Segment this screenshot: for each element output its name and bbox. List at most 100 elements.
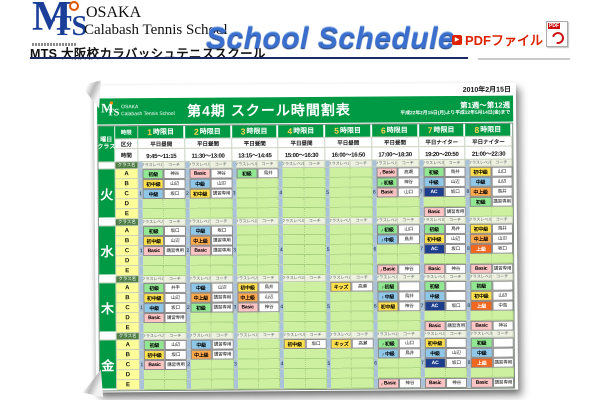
schedule-cell-coach: 講習専用 [164, 312, 187, 323]
schedule-cell-level: Basic [470, 320, 493, 331]
empty-cell [330, 368, 353, 379]
empty-cell [283, 302, 306, 313]
empty-cell [257, 198, 280, 209]
category-header: 平日昼間 [372, 137, 419, 148]
empty-cell [351, 207, 373, 218]
day-cell: 火 [98, 169, 116, 220]
schedule-cell-level: Basic [423, 264, 446, 275]
schedule-cell-coach: 高瀬 [351, 281, 374, 292]
empty-cell [304, 187, 326, 199]
class-row-label: E [116, 323, 140, 334]
empty-cell [351, 301, 374, 312]
adobe-swirl-icon [549, 29, 567, 46]
empty-cell [304, 234, 327, 246]
pdf-icon-label: PDF [548, 22, 561, 29]
day-cell: 金 [99, 340, 118, 391]
schedule-cell-level: Basic [471, 377, 493, 388]
schedule-cell-level: 中級 [423, 291, 446, 302]
empty-cell [351, 254, 373, 265]
period-header: 2 時限目 [184, 125, 232, 139]
schedule-cell-level: Basic [143, 312, 165, 324]
schedule-cell-coach [445, 280, 467, 292]
schedule-cell-coach: 坂口 [164, 225, 186, 236]
class-row-label: A [116, 283, 140, 294]
schedule-cell-level: ♪ Basic [376, 167, 398, 178]
empty-cell [258, 379, 281, 390]
empty-cell [398, 244, 420, 255]
schedule-cell-coach: 神谷 [163, 168, 186, 179]
schedule-cell-coach: 鳥井 [398, 291, 420, 302]
empty-cell [351, 224, 373, 235]
empty-cell [258, 369, 281, 380]
empty-cell [284, 359, 306, 370]
empty-cell [258, 359, 281, 370]
empty-cell [236, 235, 258, 246]
empty-cell [352, 378, 374, 389]
period-header: 4 時限目 [278, 124, 326, 139]
schedule-cell-level: 初中級 [423, 234, 445, 245]
empty-cell [282, 168, 305, 179]
schedule-cell-level: AC [423, 187, 445, 198]
schedule-cell-level: Basic [189, 245, 212, 256]
schedule-cell-coach: 坂口 [165, 349, 187, 360]
schedule-cell-coach: 講習専用 [492, 357, 514, 368]
empty-cell [305, 368, 327, 380]
schedule-cell-level: Basic [376, 187, 398, 198]
time-header: 11:30〜13:00 [185, 148, 232, 162]
pdf-file-icon[interactable]: PDF [546, 20, 569, 47]
empty-cell [305, 311, 327, 323]
pdf-download-link[interactable]: ▶ PDFファイル PDF [452, 20, 569, 49]
class-row-label: B [116, 350, 140, 361]
schedule-cell-level: 初級 [142, 225, 165, 237]
header-label-category: 区分 [115, 139, 139, 150]
empty-cell [423, 197, 445, 208]
logo-ring-icon [69, 1, 79, 11]
empty-cell [284, 379, 306, 390]
empty-cell [351, 321, 374, 332]
empty-cell [165, 379, 187, 390]
schedule-cell-coach [445, 290, 467, 302]
empty-cell [236, 188, 258, 199]
schedule-cell-coach: 山辺 [211, 282, 233, 293]
class-row-label: D [116, 313, 140, 324]
empty-cell [165, 369, 187, 380]
schedule-cell-level: ♪ 中級 [377, 291, 399, 302]
empty-cell [305, 291, 327, 303]
empty-cell [305, 358, 327, 370]
schedule-cell-coach: 坂口 [164, 188, 186, 199]
empty-cell [445, 367, 468, 379]
empty-cell [397, 207, 420, 218]
empty-cell [377, 311, 399, 322]
empty-cell [424, 311, 446, 322]
empty-cell [237, 339, 259, 350]
empty-cell [211, 312, 234, 323]
junior-icon: ♪ [379, 169, 382, 175]
time-header: 15:00〜16:30 [278, 147, 326, 162]
empty-cell [351, 291, 374, 302]
empty-cell [257, 245, 280, 256]
time-header: 17:00〜18:30 [372, 147, 419, 161]
empty-cell [237, 322, 259, 333]
empty-cell [283, 265, 305, 276]
schedule-cell-coach: 山辺 [491, 233, 514, 244]
schedule-cell-level: 中上級 [190, 292, 212, 303]
empty-cell [329, 224, 352, 235]
schedule-cell-coach: 山辺 [491, 176, 513, 187]
empty-cell [398, 254, 420, 265]
schedule-cell-coach: 坂口 [491, 243, 514, 254]
schedule-cell-coach: 講習専用 [211, 302, 234, 313]
schedule-cell-coach: 鳥井 [257, 168, 279, 179]
empty-cell [190, 312, 212, 323]
time-header: 13:15〜14:45 [231, 148, 279, 162]
empty-cell [236, 225, 258, 236]
empty-cell [258, 312, 280, 323]
empty-cell [258, 349, 281, 360]
schedule-cell-level: 中上級 [469, 186, 492, 197]
schedule-cell-coach: 山辺 [165, 339, 187, 350]
schedule-cell-coach [492, 337, 514, 348]
schedule-cell-level: 初級 [423, 167, 445, 178]
empty-cell [189, 208, 211, 219]
empty-cell [330, 291, 352, 302]
schedule-cell-level: AC [423, 244, 445, 255]
